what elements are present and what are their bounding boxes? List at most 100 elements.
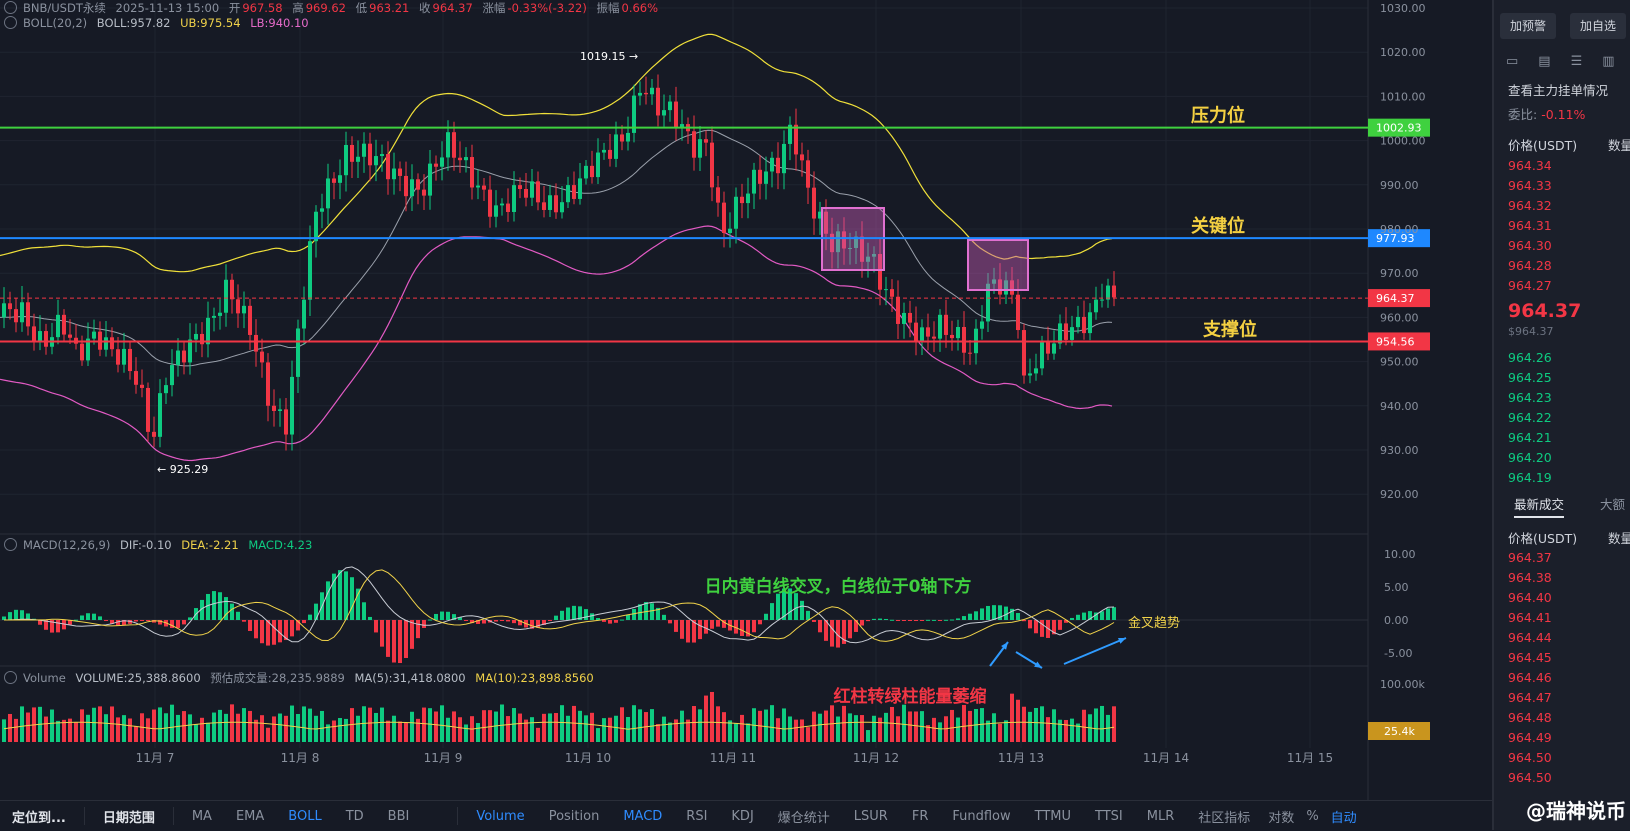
- trade-row[interactable]: 964.50: [1508, 770, 1552, 785]
- eye-icon[interactable]: [4, 1, 17, 14]
- trade-row[interactable]: 964.44: [1508, 630, 1552, 645]
- ask-row[interactable]: 964.32: [1508, 198, 1552, 213]
- volume-bar: [128, 718, 132, 742]
- candlestick-chart[interactable]: 1002.93 压力位 977.93 关键位 954.56 支撑位 964.37 日内黄白线…: [0, 0, 1492, 800]
- ind-td[interactable]: TD: [345, 808, 364, 824]
- volume-bar: [986, 720, 990, 742]
- ask-row[interactable]: 964.30: [1508, 238, 1552, 253]
- vol-ma10: MA(10):23,898.8560: [475, 671, 594, 685]
- bid-row[interactable]: 964.20: [1508, 450, 1552, 465]
- trade-row[interactable]: 964.46: [1508, 670, 1552, 685]
- trade-row[interactable]: 964.41: [1508, 610, 1552, 625]
- ind-fundflow[interactable]: Fundflow: [952, 808, 1011, 824]
- bid-row[interactable]: 964.19: [1508, 470, 1552, 485]
- add-alert-button[interactable]: 加预警: [1500, 13, 1557, 39]
- bid-row[interactable]: 964.25: [1508, 370, 1552, 385]
- ask-row[interactable]: 964.27: [1508, 278, 1552, 293]
- trade-row[interactable]: 964.37: [1508, 550, 1552, 565]
- ind-ema[interactable]: EMA: [235, 808, 265, 824]
- add-favorite-button[interactable]: 加自选: [1570, 13, 1627, 39]
- trade-row[interactable]: 964.40: [1508, 590, 1552, 605]
- ind-bbi[interactable]: BBI: [387, 808, 410, 824]
- trade-row[interactable]: 964.50: [1508, 750, 1552, 765]
- ind-mlr[interactable]: MLR: [1146, 808, 1175, 824]
- date-range-button[interactable]: 日期范围: [102, 810, 155, 826]
- macd-bar: [782, 588, 786, 620]
- change-value: -0.33%(-3.22): [507, 1, 587, 15]
- ind-lsur[interactable]: LSUR: [853, 808, 888, 824]
- candle-body: [104, 337, 108, 350]
- trade-row[interactable]: 964.49: [1508, 730, 1552, 745]
- candle-body: [296, 328, 300, 377]
- auto-toggle[interactable]: 自动: [1330, 810, 1357, 826]
- ind-liquidation[interactable]: 爆仓统计: [777, 810, 830, 826]
- volume-bar: [854, 715, 858, 742]
- volume-bar: [740, 714, 744, 742]
- volume-bar: [896, 716, 900, 742]
- volume-bar: [866, 730, 870, 742]
- ind-fr[interactable]: FR: [911, 808, 929, 824]
- orderbook-view-icons[interactable]: ▭▤☰▥: [1506, 54, 1630, 69]
- ind-boll[interactable]: BOLL: [288, 808, 322, 824]
- log-toggle[interactable]: 对数: [1268, 810, 1295, 826]
- bid-row[interactable]: 964.26: [1508, 350, 1552, 365]
- last-price-usd: $964.37: [1508, 325, 1554, 338]
- candle-body: [500, 203, 504, 206]
- ask-row[interactable]: 964.31: [1508, 218, 1552, 233]
- ind-macd[interactable]: MACD: [623, 808, 663, 824]
- volume-bar: [362, 706, 366, 742]
- macd-bar: [332, 573, 336, 620]
- ind-ttsi[interactable]: TTSI: [1095, 808, 1123, 824]
- trade-row[interactable]: 964.48: [1508, 710, 1552, 725]
- trade-row[interactable]: 964.45: [1508, 650, 1552, 665]
- trade-row[interactable]: 964.38: [1508, 570, 1552, 585]
- volume-bar: [398, 721, 402, 742]
- ind-ttmu[interactable]: TTMU: [1034, 808, 1072, 824]
- chart-area[interactable]: 1002.93 压力位 977.93 关键位 954.56 支撑位 964.37 日内黄白线…: [0, 0, 1492, 800]
- level-label: 支撑位: [1202, 318, 1257, 340]
- candle-body: [44, 331, 48, 347]
- macd-bar: [248, 620, 252, 631]
- volume-bar: [512, 708, 516, 742]
- community-indicator-button[interactable]: 社区指标: [1198, 810, 1251, 826]
- ask-row[interactable]: 964.33: [1508, 178, 1552, 193]
- volume-bar: [500, 704, 504, 742]
- trade-row[interactable]: 964.47: [1508, 690, 1552, 705]
- macd-bar: [554, 615, 558, 620]
- bid-row[interactable]: 964.23: [1508, 390, 1552, 405]
- last-price: 964.37: [1508, 300, 1582, 322]
- high-marker: 1019.15 →: [580, 50, 638, 63]
- macd-tick: -5.00: [1384, 647, 1412, 660]
- bell-icon[interactable]: [4, 16, 17, 29]
- tab-big-trades[interactable]: 大额: [1600, 497, 1626, 512]
- percent-toggle[interactable]: %: [1306, 808, 1319, 824]
- orderbook-link[interactable]: 查看主力挂单情况: [1508, 83, 1609, 98]
- ind-volume[interactable]: Volume: [476, 808, 525, 824]
- macd-bar: [230, 603, 234, 620]
- candle-body: [1076, 316, 1080, 328]
- bid-row[interactable]: 964.22: [1508, 410, 1552, 425]
- volume-bar: [884, 712, 888, 742]
- high-value: 969.62: [305, 1, 346, 15]
- volume-bar: [380, 707, 384, 742]
- macd-bar: [806, 610, 810, 620]
- candle-body: [1112, 285, 1116, 298]
- macd-bar: [386, 620, 390, 657]
- macd-bar: [794, 593, 798, 620]
- macd-bar: [608, 620, 612, 624]
- ind-kdj[interactable]: KDJ: [731, 808, 754, 824]
- tab-trades[interactable]: 最新成交: [1514, 497, 1565, 518]
- chevron-down-icon[interactable]: [4, 671, 17, 684]
- ask-row[interactable]: 964.34: [1508, 158, 1552, 173]
- volume-bar: [122, 715, 126, 742]
- ind-position[interactable]: Position: [548, 808, 600, 824]
- volume-bar: [1100, 705, 1104, 742]
- bell-icon[interactable]: [4, 538, 17, 551]
- locate-button[interactable]: 定位到...: [12, 810, 66, 826]
- ask-row[interactable]: 964.28: [1508, 258, 1552, 273]
- ind-rsi[interactable]: RSI: [686, 808, 708, 824]
- ind-ma[interactable]: MA: [191, 808, 212, 824]
- macd-bar: [680, 620, 684, 639]
- volume-bar: [218, 709, 222, 742]
- bid-row[interactable]: 964.21: [1508, 430, 1552, 445]
